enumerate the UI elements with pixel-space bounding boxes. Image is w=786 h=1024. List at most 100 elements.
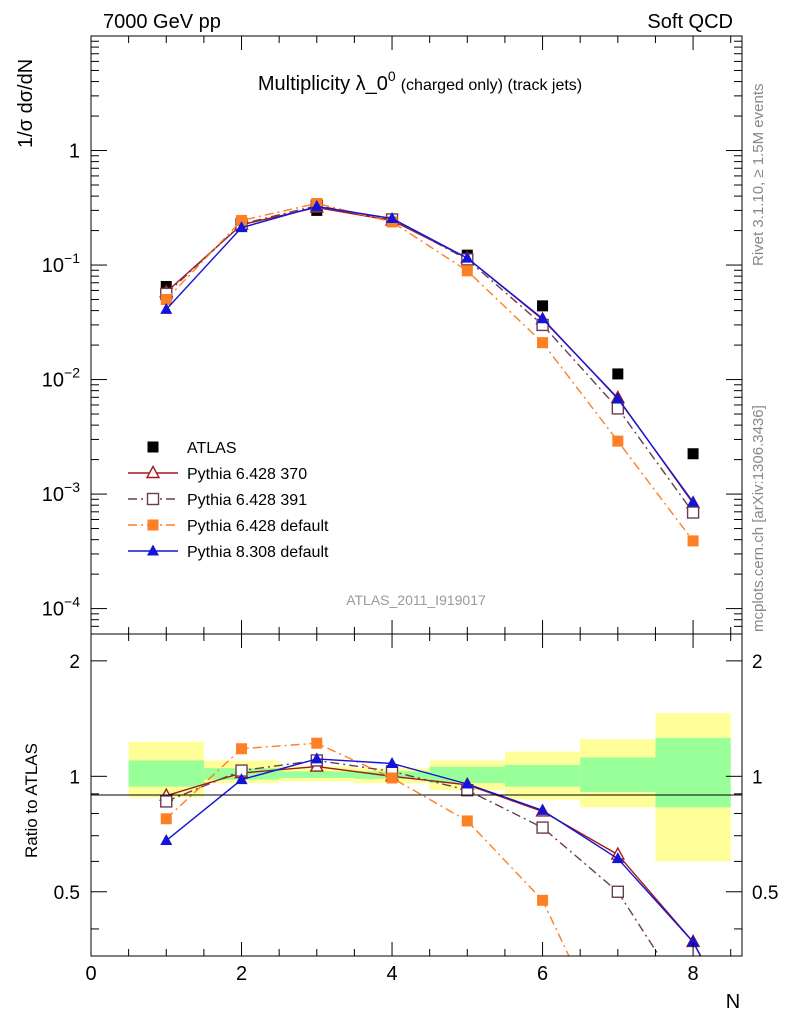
ratio-y-tick-label-right: 2 (752, 652, 763, 673)
ratio-point-py_default (386, 772, 398, 784)
ratio-plot-marks (128, 713, 731, 956)
y-tick-exponent: −2 (64, 365, 80, 381)
ratio-y-tick-label-left: 0.5 (54, 883, 80, 904)
main-plot-marks (159, 197, 701, 547)
y-tick-base: 10 (42, 484, 64, 506)
data-point-py8 (310, 199, 323, 211)
ratio-plot-frame (90, 633, 743, 957)
legend-item-py8: Pythia 8.308 default (128, 544, 329, 561)
y-tick-label: 10−1 (42, 250, 80, 277)
data-point-atlas (537, 300, 549, 312)
ratio-point-py8 (687, 935, 700, 947)
main-title-text: Multiplicity λ_0 (258, 73, 388, 95)
legend-label: Pythia 6.428 default (187, 518, 329, 535)
data-point-atlas (612, 368, 624, 380)
series-line-py391 (165, 204, 694, 513)
y-tick-label: 1 (69, 141, 80, 163)
ratio-point-py_default (160, 813, 172, 825)
ratio-plot-ticks: 0 2 4 6 8 2 2 1 1 0.5 0.5 (54, 634, 778, 985)
main-title-suffix: (charged only) (track jets) (401, 77, 582, 94)
header-right: Soft QCD (647, 11, 733, 33)
main-plot-ticks: 110−110−210−310−4 (42, 35, 742, 635)
legend-label: Pythia 6.428 391 (187, 492, 307, 509)
legend-marker (147, 519, 159, 531)
legend-label: Pythia 6.428 370 (187, 466, 307, 483)
ratio-y-tick-label-right: 0.5 (752, 883, 778, 904)
legend-item-py370: Pythia 6.428 370 (128, 465, 307, 483)
x-tick-label: 6 (537, 963, 548, 985)
ratio-plot: 0 2 4 6 8 2 2 1 1 0.5 0.5 Ratio to ATLAS N (22, 633, 778, 1013)
data-point-py8 (235, 221, 248, 233)
ratio-point-py8 (386, 756, 399, 768)
y-tick-base: 10 (42, 370, 64, 392)
ratio-point-py8 (235, 773, 248, 785)
data-point-py_default (236, 214, 248, 226)
data-point-py_default (612, 435, 624, 447)
legend-label: Pythia 8.308 default (187, 544, 329, 561)
legend-marker (147, 544, 159, 556)
ratio-point-py_default (311, 737, 323, 749)
x-axis-label: N (726, 991, 740, 1013)
ratio-line-py391 (165, 759, 660, 956)
ratio-ylabel: Ratio to ATLAS (22, 743, 41, 858)
uncertainty-band-inner (279, 771, 355, 778)
legend-item-atlas: ATLAS (147, 440, 237, 457)
ratio-point-py391 (536, 821, 549, 834)
ratio-point-py8 (536, 803, 549, 815)
series-py8 (160, 199, 700, 507)
series-line-py8 (165, 205, 694, 503)
ratio-point-py_default (537, 894, 549, 906)
uncertainty-band-inner (128, 760, 204, 787)
ratio-content (128, 713, 731, 956)
uncertainty-band-inner (580, 757, 656, 793)
ratio-point-py8 (611, 852, 624, 864)
main-title-sup: 0 (388, 68, 396, 84)
ratio-point-py_default (236, 743, 248, 755)
data-point-py_default (461, 265, 473, 277)
data-point-py8 (687, 495, 700, 507)
ratio-series-py_default (160, 737, 570, 956)
legend-label: ATLAS (187, 440, 237, 457)
ratio-point-py391 (160, 795, 173, 808)
y-tick-label: 10−2 (42, 365, 80, 392)
legend-item-py_default: Pythia 6.428 default (128, 518, 329, 535)
y-tick-label: 10−4 (42, 594, 80, 621)
y-tick-label: 10−3 (42, 479, 80, 506)
x-tick-label: 0 (85, 963, 96, 985)
ratio-point-py8 (461, 777, 474, 789)
data-point-py391 (686, 506, 700, 519)
main-plot: 110−110−210−310−4 Multiplicity λ_00(char… (15, 35, 743, 635)
mcplots-label: mcplots.cern.ch [arXiv:1306.3436] (750, 405, 767, 632)
ratio-y-tick-label-left: 1 (69, 767, 80, 788)
ratio-series-py8 (160, 752, 702, 956)
data-point-py8 (536, 312, 549, 324)
x-tick-label: 4 (386, 963, 397, 985)
series-line-py_default (165, 202, 694, 542)
uncertainty-band-inner (655, 737, 731, 808)
analysis-watermark: ATLAS_2011_I919017 (346, 592, 486, 608)
y-tick-exponent: −4 (64, 594, 80, 610)
ratio-point-py8 (160, 834, 173, 846)
ratio-y-tick-label-right: 1 (752, 767, 763, 788)
data-point-py8 (461, 251, 474, 263)
y-tick-base: 1 (69, 141, 80, 163)
y-tick-base: 10 (42, 599, 64, 621)
data-point-py_default (687, 535, 699, 547)
main-title: Multiplicity λ_00 (charged only) (track j… (258, 68, 582, 95)
legend: ATLAS Pythia 6.428 370 Pythia 6.428 391 Pyt… (128, 440, 329, 561)
ratio-point-py_default (461, 815, 473, 827)
data-point-py_default (160, 294, 172, 306)
uncertainty-band-inner (504, 765, 581, 787)
data-point-py8 (160, 302, 173, 314)
series-line-py370 (165, 206, 694, 504)
rivet-label: Rivet 3.1.10, ≥ 1.5M events (750, 84, 767, 267)
data-point-py8 (386, 211, 399, 223)
x-tick-label: 2 (236, 963, 247, 985)
data-point-atlas (687, 448, 699, 460)
x-tick-label: 8 (688, 963, 699, 985)
ratio-point-py8 (310, 752, 323, 764)
header-left: 7000 GeV pp (103, 11, 221, 33)
data-point-py8 (611, 392, 624, 404)
y-tick-exponent: −3 (64, 479, 80, 495)
